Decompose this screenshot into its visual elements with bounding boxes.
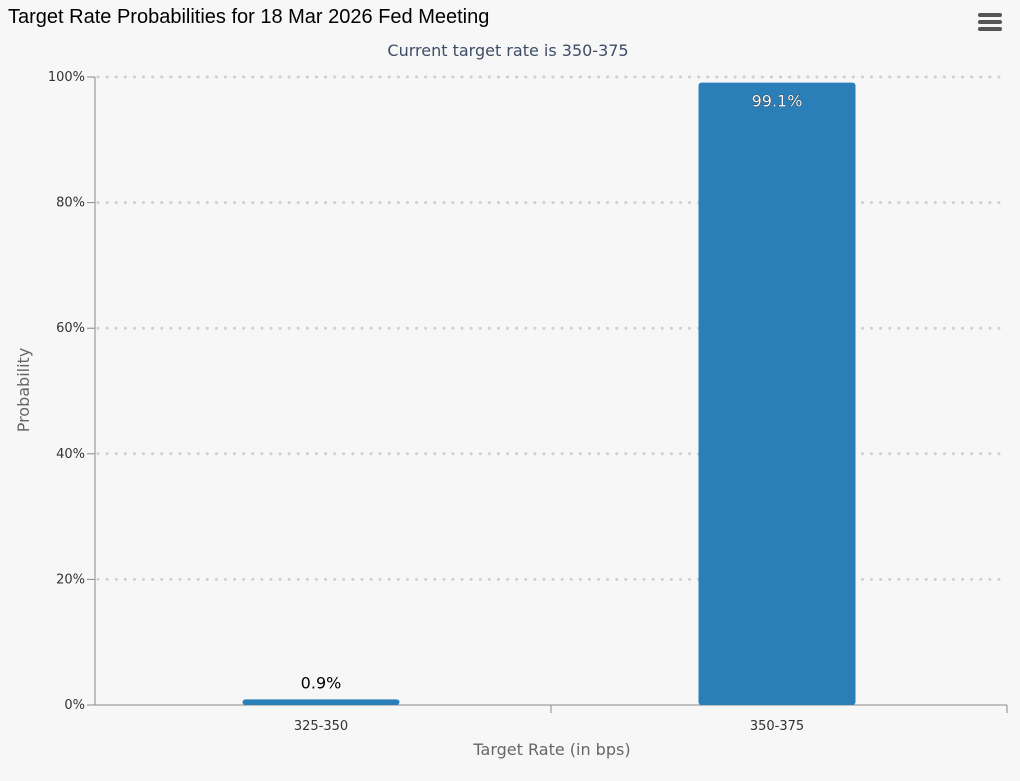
y-tick-label: 40%: [56, 447, 85, 462]
bar: [698, 82, 856, 706]
bar-data-label: 0.9%: [301, 673, 342, 692]
y-tick-label: 100%: [48, 70, 85, 85]
bar: [242, 699, 400, 705]
y-axis-title: Probability: [14, 348, 33, 433]
bars: [242, 82, 856, 706]
y-tick-label: 80%: [56, 196, 85, 211]
x-axis-title: Target Rate (in bps): [472, 740, 630, 759]
y-tick-label: 0%: [64, 698, 85, 713]
page-title: Target Rate Probabilities for 18 Mar 202…: [8, 6, 490, 28]
hamburger-menu-icon[interactable]: [975, 10, 1007, 36]
chart-subtitle: Current target rate is 350-375: [387, 41, 628, 60]
axes: [87, 76, 1008, 713]
x-tick-label: 325-350: [294, 719, 348, 734]
bar-data-label: 99.1%: [752, 92, 803, 111]
y-tick-label: 20%: [56, 572, 85, 587]
y-tick-label: 60%: [56, 321, 85, 336]
x-tick-label: 350-375: [750, 719, 804, 734]
grid-lines: [96, 75, 1009, 581]
labels: 0% 20% 40% 60% 80% 100% 325-350 0.9% 350-375 99.1…: [48, 70, 804, 734]
